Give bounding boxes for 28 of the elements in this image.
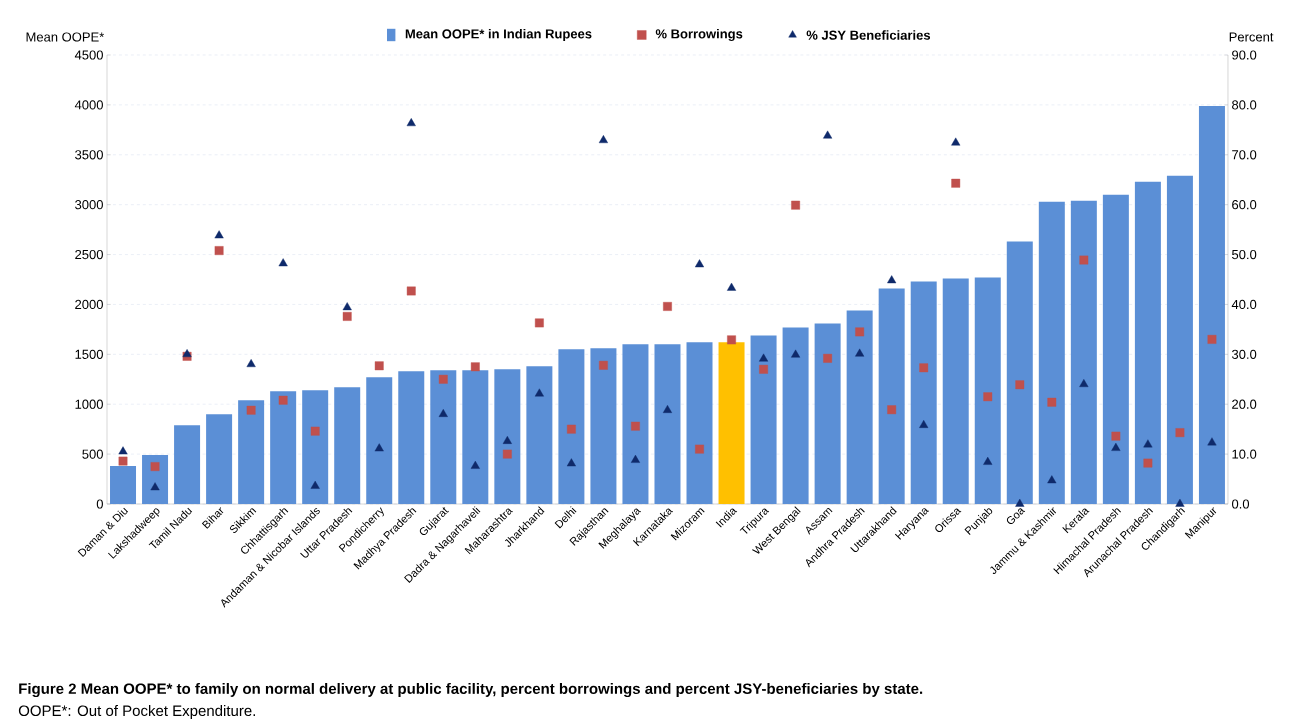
y-tick-label: 1500 — [75, 349, 103, 359]
legend-label: % Borrowings — [655, 28, 743, 42]
x-tick-label: Goa — [1006, 508, 1026, 525]
y-tick-label: 2500 — [75, 249, 103, 260]
legend-label: Mean OOPE* in Indian Rupees — [405, 28, 592, 42]
y-tick-label: 2000 — [75, 299, 103, 310]
caption: Figure 2 Mean OOPE* to family on normal delivery at public facility, percent borrowings and percent JSY-beneficiaries by state. — [19, 682, 923, 698]
y-tick-label: 0 — [96, 499, 103, 509]
y2-tick-label: 70.0 — [1232, 150, 1257, 160]
y2-axis-title: Percent — [1229, 32, 1274, 42]
y-tick-label: 3500 — [75, 150, 103, 160]
y-tick-label: 1000 — [75, 399, 103, 409]
y2-tick-label: 10.0 — [1232, 449, 1257, 459]
y-tick-label: 3000 — [75, 200, 103, 210]
y-tick-label: 4500 — [74, 50, 103, 60]
y2-tick-label: 50.0 — [1232, 249, 1257, 260]
y2-tick-label: 40.0 — [1231, 299, 1257, 310]
y-axis-title: Mean OOPE* — [26, 32, 105, 42]
y2-tick-label: 20.0 — [1232, 399, 1257, 409]
y-tick-label: 4000 — [74, 100, 103, 110]
y2-tick-label: 30.0 — [1231, 349, 1257, 359]
y2-tick-label: 80.0 — [1232, 100, 1257, 110]
y2-tick-label: 90.0 — [1232, 50, 1257, 60]
y-tick-label: 500 — [82, 449, 103, 459]
y2-tick-label: 0.0 — [1232, 499, 1250, 509]
legend-label: % JSY Beneficiaries — [806, 30, 931, 40]
y2-tick-label: 60.0 — [1232, 200, 1257, 210]
text: OOPE*: Out of Pocket Expenditure. — [18, 705, 255, 719]
